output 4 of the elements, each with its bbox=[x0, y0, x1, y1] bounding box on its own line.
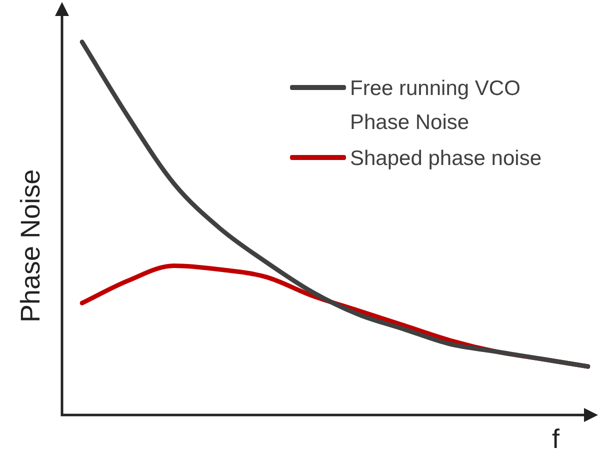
legend-label: Free running VCO Phase Noise bbox=[350, 76, 522, 136]
y-axis-title: Phase Noise bbox=[16, 169, 46, 322]
legend-label: Shaped phase noise bbox=[350, 146, 542, 172]
x-axis-title: f bbox=[552, 424, 560, 455]
